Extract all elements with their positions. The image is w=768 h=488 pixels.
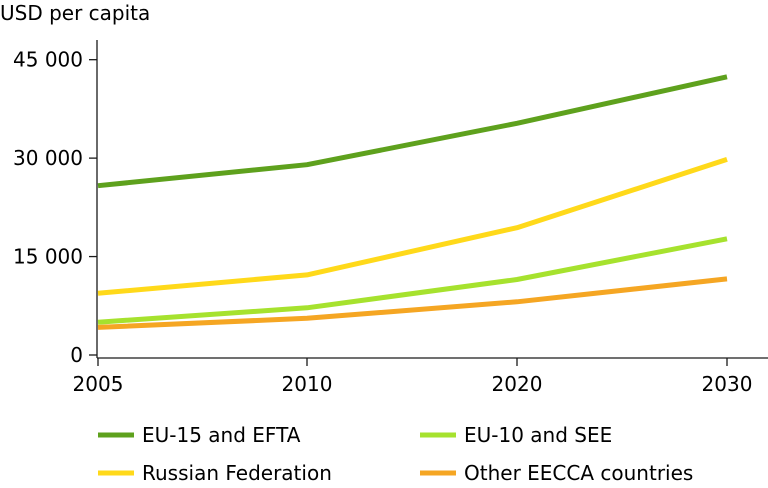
legend-label: EU-15 and EFTA (142, 423, 301, 447)
series-line-2 (97, 157, 728, 296)
x-axis-ticks: 2005 2010 2020 2030 (73, 358, 753, 396)
legend: EU-15 and EFTA EU-10 and SEE Russian Feder… (98, 423, 693, 485)
x-tick-label: 2020 (492, 372, 543, 396)
y-tick-label: 0 (70, 343, 83, 367)
x-tick-label: 2010 (282, 372, 333, 396)
axes (96, 40, 768, 359)
legend-label: Russian Federation (142, 461, 332, 485)
legend-item: Russian Federation (98, 461, 332, 485)
y-tick-label: 45 000 (13, 48, 83, 72)
x-tick-label: 2030 (702, 372, 753, 396)
legend-label: EU-10 and SEE (464, 423, 612, 447)
y-axis-title: USD per capita (0, 1, 150, 25)
series-line-0 (97, 74, 728, 189)
series-lines (97, 74, 728, 330)
series-line-1 (97, 236, 728, 325)
legend-item: Other EECCA countries (420, 461, 693, 485)
y-tick-label: 15 000 (13, 245, 83, 269)
legend-item: EU-15 and EFTA (98, 423, 301, 447)
legend-item: EU-10 and SEE (420, 423, 612, 447)
legend-label: Other EECCA countries (464, 461, 693, 485)
y-tick-label: 30 000 (13, 146, 83, 170)
y-axis-ticks: 0 15 000 30 000 45 000 (13, 48, 97, 367)
series-line-3 (97, 276, 728, 330)
x-tick-label: 2005 (73, 372, 124, 396)
